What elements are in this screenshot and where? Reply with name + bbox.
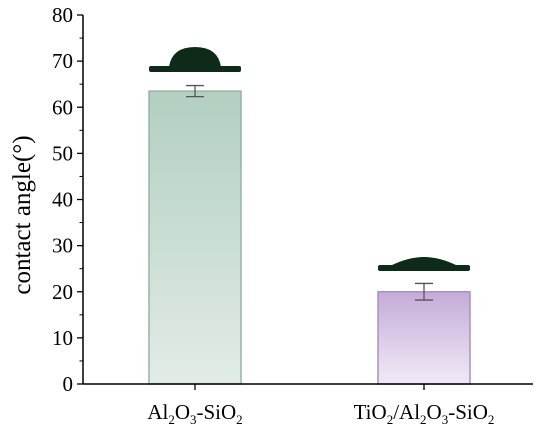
y-tick-label-0: 0: [63, 372, 74, 396]
y-tick-label-30: 30: [52, 234, 73, 258]
error-bars-layer: [186, 84, 433, 301]
y-tick-label-50: 50: [52, 141, 73, 165]
substrate-inset-1: [149, 66, 241, 72]
bars-layer: [148, 90, 471, 385]
x-categories-layer: Al2O3-SiO2 TiO2/Al2O3-SiO2: [147, 384, 494, 427]
substrate-inset-2: [378, 265, 470, 271]
y-tick-label-70: 70: [52, 49, 73, 73]
y-tick-label-20: 20: [52, 280, 73, 304]
y-axis-title: contact angle(°): [9, 135, 36, 294]
bar-1: [148, 90, 242, 385]
y-ticks-layer: 0 10 20 30 40 50 60 70 80: [52, 3, 83, 396]
y-tick-label-60: 60: [52, 95, 73, 119]
bar-2: [377, 291, 471, 385]
water-droplet-inset-1: [169, 47, 221, 67]
x-category-label-1: Al2O3-SiO2: [147, 400, 242, 427]
x-category-label-2: TiO2/Al2O3-SiO2: [354, 400, 495, 427]
y-tick-label-10: 10: [52, 326, 73, 350]
y-tick-label-40: 40: [52, 188, 73, 212]
droplet-insets-layer: [149, 47, 470, 271]
water-droplet-inset-2: [390, 257, 458, 266]
y-tick-label-80: 80: [52, 3, 73, 27]
